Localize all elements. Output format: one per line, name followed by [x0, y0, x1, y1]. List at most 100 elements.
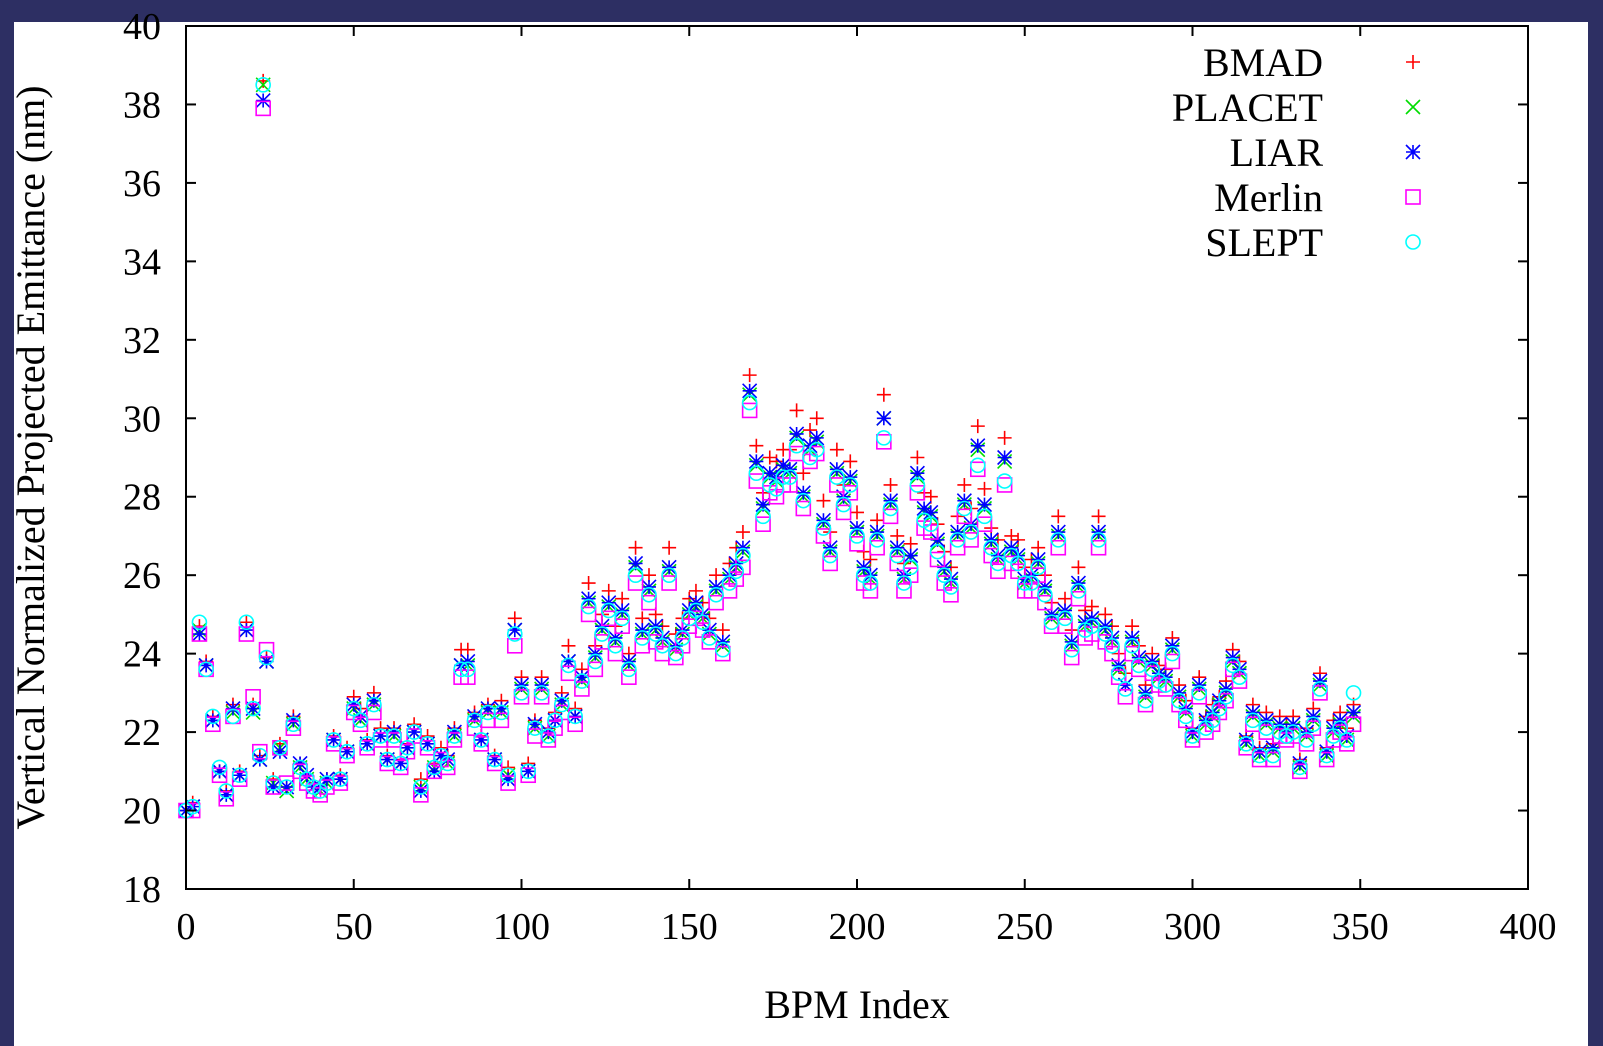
data-point-bmad	[1071, 560, 1086, 575]
data-point-bmad	[850, 505, 864, 520]
data-point-liar	[1285, 716, 1301, 732]
data-point-merlin	[1050, 539, 1067, 556]
data-point-merlin	[969, 461, 986, 478]
data-point-liar	[1245, 704, 1261, 721]
data-point-liar	[534, 677, 550, 693]
data-point-liar	[950, 524, 966, 540]
data-point-merlin	[990, 563, 1006, 580]
data-point-bmad	[876, 387, 891, 402]
data-point-slept	[976, 508, 993, 525]
data-point-slept	[392, 755, 409, 772]
data-point-merlin	[788, 445, 805, 462]
data-point-liar	[869, 524, 885, 540]
data-point-slept	[292, 759, 308, 776]
data-point-bmad	[742, 368, 757, 383]
data-point-merlin	[238, 626, 255, 642]
data-point-liar	[1064, 634, 1080, 650]
data-point-merlin	[949, 539, 966, 556]
data-point-slept	[1030, 559, 1046, 576]
data-point-liar	[708, 579, 724, 595]
data-point-bmad	[843, 454, 858, 469]
data-point-liar	[218, 787, 234, 803]
data-point-merlin	[486, 755, 503, 772]
data-point-slept	[366, 696, 382, 713]
data-point-liar	[688, 595, 704, 611]
data-point-liar	[473, 732, 489, 748]
data-point-merlin	[1070, 590, 1087, 607]
y-tick-label: 34	[123, 241, 161, 283]
data-point-liar	[983, 532, 999, 548]
data-point-liar	[735, 540, 751, 556]
data-point-merlin	[976, 516, 993, 532]
data-point-slept	[527, 720, 543, 736]
data-point-slept	[708, 586, 724, 603]
data-point-liar	[1258, 712, 1274, 728]
data-point-merlin	[876, 434, 892, 450]
data-point-bmad	[735, 525, 750, 540]
data-point-liar	[1238, 732, 1254, 748]
data-point-slept	[560, 657, 577, 674]
data-point-liar	[1057, 602, 1073, 619]
data-point-merlin	[1191, 688, 1208, 705]
data-point-bmad	[561, 638, 576, 653]
data-point-liar	[1305, 708, 1321, 724]
data-point-liar	[581, 591, 597, 607]
data-point-liar	[272, 744, 288, 760]
data-point-liar	[809, 430, 825, 446]
data-point-slept	[446, 728, 463, 744]
data-point-liar	[976, 497, 993, 513]
data-point-liar	[1332, 712, 1348, 728]
data-point-slept	[607, 637, 624, 654]
data-point-slept	[1184, 728, 1201, 744]
data-point-liar	[1225, 649, 1241, 666]
data-point-slept	[225, 708, 241, 725]
data-point-liar	[1030, 551, 1046, 568]
data-point-slept	[506, 626, 523, 642]
data-point-merlin	[869, 539, 885, 556]
data-point-liar	[346, 697, 362, 713]
data-point-liar	[1265, 740, 1281, 756]
data-point-merlin	[1318, 751, 1335, 768]
data-point-slept	[949, 532, 966, 548]
data-point-bmad	[977, 481, 992, 496]
data-point-slept	[500, 767, 516, 784]
data-point-liar	[1044, 606, 1060, 622]
data-point-merlin	[1238, 739, 1254, 756]
data-point-liar	[426, 763, 442, 779]
data-point-slept	[439, 755, 456, 772]
data-point-bmad	[970, 419, 985, 434]
x-tick-label: 200	[829, 906, 886, 948]
data-point-liar	[956, 493, 972, 509]
data-point-liar	[782, 461, 798, 477]
data-point-slept	[969, 457, 986, 474]
data-point-slept	[386, 728, 402, 744]
data-point-liar	[393, 755, 409, 772]
data-point-merlin	[1305, 720, 1322, 736]
y-tick-label: 20	[123, 791, 161, 833]
data-point-slept	[896, 575, 912, 591]
data-point-merlin	[218, 790, 235, 807]
data-point-liar	[547, 712, 563, 728]
data-point-liar	[446, 724, 462, 740]
data-point-liar	[1218, 681, 1234, 697]
data-point-slept	[1211, 700, 1228, 717]
legend-marker-slept	[1405, 234, 1421, 250]
data-point-merlin	[862, 583, 879, 599]
data-point-liar	[413, 783, 429, 799]
data-point-slept	[1298, 732, 1315, 748]
y-tick-label: 30	[123, 398, 161, 440]
data-point-merlin	[842, 485, 859, 501]
data-point-liar	[1090, 524, 1107, 540]
data-marks	[178, 73, 1362, 819]
x-tick-label: 300	[1164, 906, 1221, 948]
data-point-bmad	[709, 568, 724, 583]
data-point-liar	[755, 497, 771, 513]
data-point-slept	[614, 610, 630, 627]
data-point-merlin	[1164, 653, 1181, 670]
data-point-slept	[829, 469, 845, 485]
data-point-liar	[1050, 524, 1066, 540]
data-point-liar	[607, 630, 624, 646]
data-point-liar	[1037, 579, 1053, 595]
data-point-liar	[419, 736, 436, 752]
